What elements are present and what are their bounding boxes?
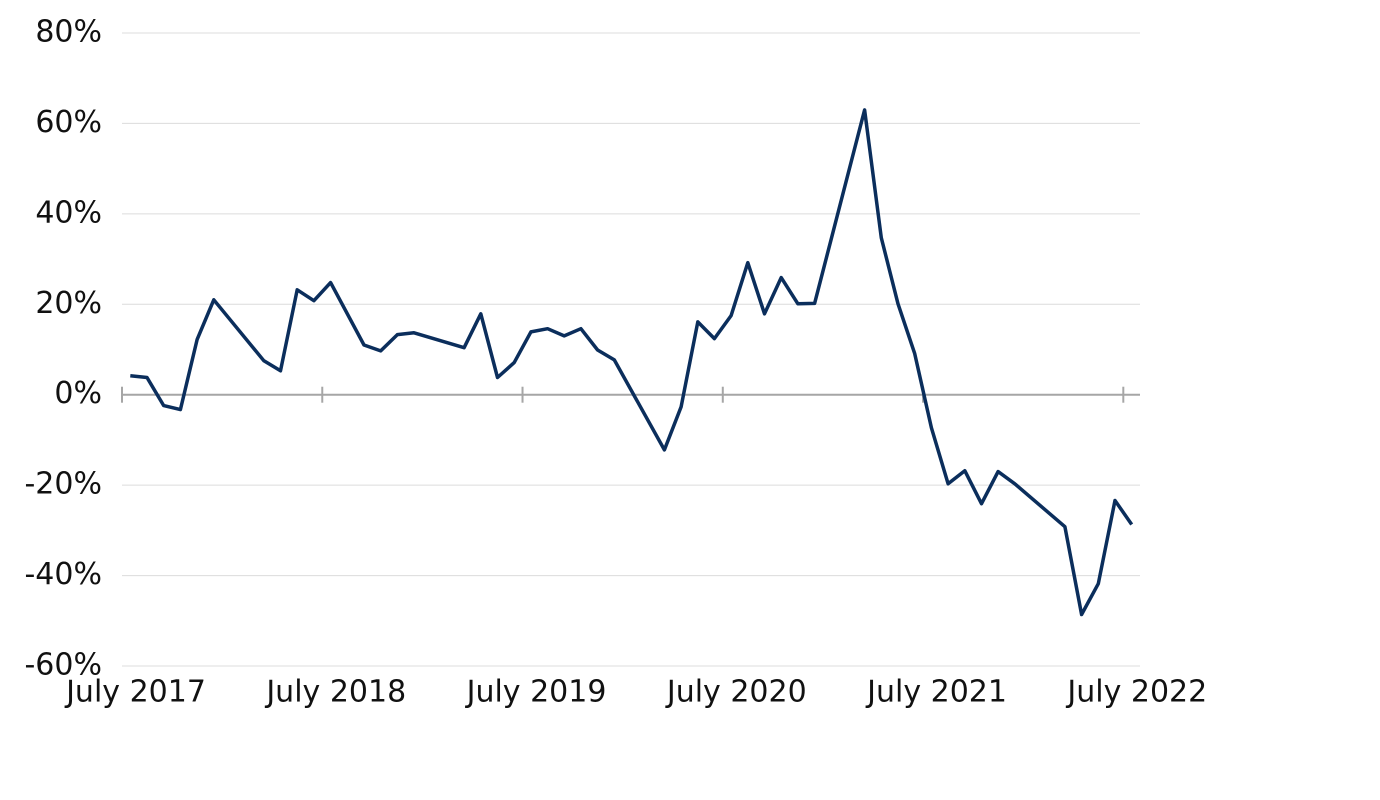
x-tick-label: July 2020 (665, 675, 807, 710)
x-tick-label: July 2019 (465, 675, 607, 710)
line-series (130, 108, 1134, 617)
y-tick-label: 20% (35, 286, 102, 321)
x-tick-label: July 2018 (264, 675, 406, 710)
x-tick-label: July 2022 (1065, 675, 1207, 710)
y-tick-label: -20% (24, 467, 102, 502)
y-tick-label: 80% (35, 15, 102, 50)
y-tick-label: 60% (35, 105, 102, 140)
y-tick-label: 40% (35, 195, 102, 230)
x-tick-label: July 2017 (64, 675, 206, 710)
y-tick-label: -40% (24, 557, 102, 592)
x-tick-label: July 2021 (865, 675, 1007, 710)
y-tick-label: -60% (24, 648, 102, 683)
y-tick-label: 0% (54, 376, 102, 411)
